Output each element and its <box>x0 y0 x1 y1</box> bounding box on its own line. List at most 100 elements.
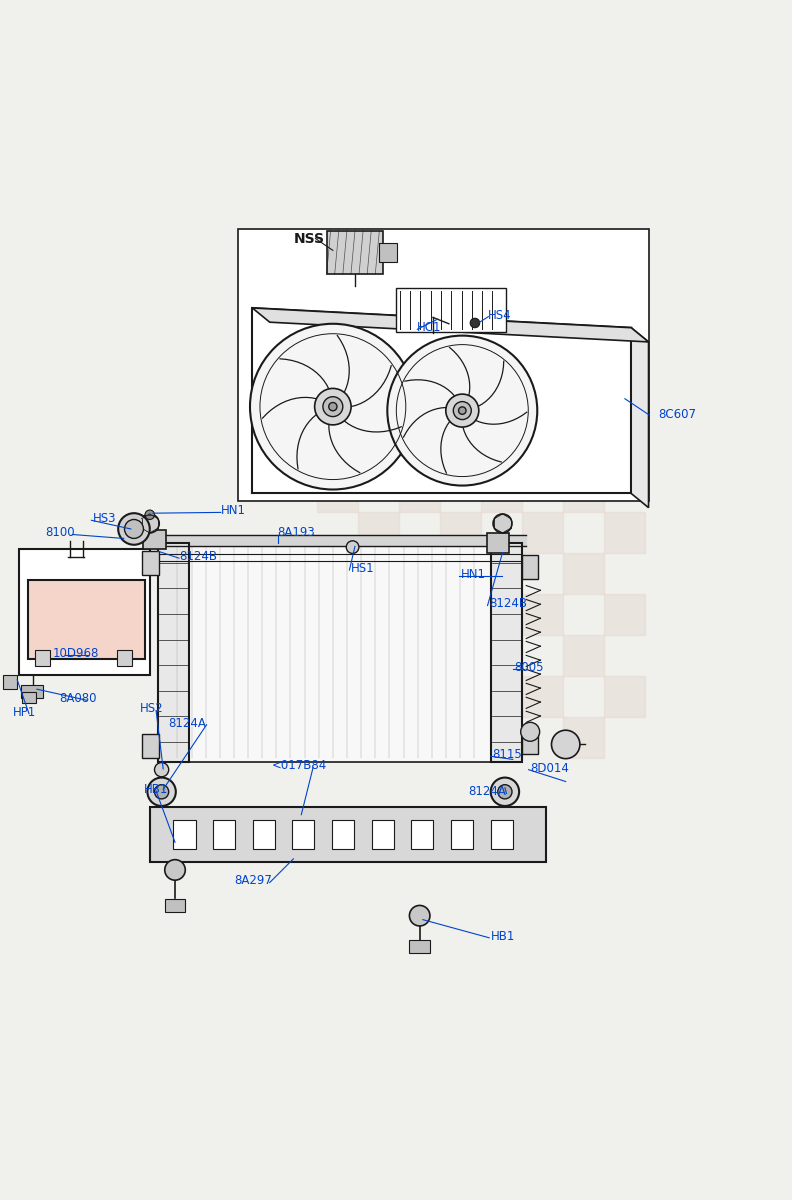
Text: HB1: HB1 <box>143 782 168 796</box>
Bar <box>482 470 522 511</box>
Bar <box>175 544 491 762</box>
Text: NSS: NSS <box>293 232 325 246</box>
Bar <box>3 674 17 689</box>
Circle shape <box>520 722 539 742</box>
Circle shape <box>165 859 185 880</box>
Bar <box>358 594 399 635</box>
Bar <box>117 649 131 666</box>
Bar <box>563 553 604 594</box>
Bar <box>358 676 399 716</box>
Bar <box>399 470 440 511</box>
Bar <box>604 511 645 553</box>
Text: 10D968: 10D968 <box>53 647 99 660</box>
Bar <box>317 716 358 758</box>
Bar <box>522 511 563 553</box>
Circle shape <box>323 397 343 416</box>
Text: 8100: 8100 <box>45 527 74 540</box>
Polygon shape <box>631 328 649 508</box>
Text: HS1: HS1 <box>351 562 375 575</box>
Text: HN1: HN1 <box>221 504 246 517</box>
Bar <box>326 232 383 275</box>
Circle shape <box>145 510 154 520</box>
Text: 8C607: 8C607 <box>658 408 696 421</box>
Text: 8A193: 8A193 <box>278 527 315 540</box>
Bar <box>522 430 563 470</box>
Bar <box>22 691 36 703</box>
Circle shape <box>154 762 169 776</box>
Circle shape <box>551 731 580 758</box>
Bar <box>332 820 354 848</box>
Bar <box>379 244 397 263</box>
Bar <box>451 820 473 848</box>
Text: HP1: HP1 <box>13 706 36 719</box>
Bar <box>482 716 522 758</box>
Circle shape <box>387 336 537 486</box>
Bar <box>522 556 538 578</box>
Bar <box>409 940 430 953</box>
Text: p  a  r  t  s: p a r t s <box>317 593 475 623</box>
Text: 8005: 8005 <box>514 660 544 673</box>
Text: scuderia: scuderia <box>306 551 486 593</box>
Bar <box>490 820 512 848</box>
Bar <box>36 649 50 666</box>
Circle shape <box>446 394 479 427</box>
Bar <box>399 716 440 758</box>
Bar <box>21 685 44 698</box>
Bar <box>563 635 604 676</box>
Bar <box>487 533 508 553</box>
Bar <box>604 430 645 470</box>
Bar <box>158 544 189 762</box>
Bar <box>411 820 433 848</box>
Bar <box>440 430 482 470</box>
Bar <box>358 430 399 470</box>
Bar <box>522 676 563 716</box>
Bar <box>522 594 563 635</box>
Bar <box>358 511 399 553</box>
Text: 8124A: 8124A <box>168 716 206 730</box>
Bar <box>143 529 166 550</box>
Bar <box>142 734 159 758</box>
Bar <box>482 553 522 594</box>
Circle shape <box>459 407 466 414</box>
Bar <box>165 899 185 912</box>
Text: HS4: HS4 <box>489 308 512 322</box>
Text: HN1: HN1 <box>461 569 485 581</box>
Bar <box>150 806 546 862</box>
Bar <box>173 820 196 848</box>
Text: 8124B: 8124B <box>489 598 527 611</box>
Bar <box>317 553 358 594</box>
Circle shape <box>147 778 176 806</box>
Circle shape <box>250 324 416 490</box>
Circle shape <box>498 785 512 799</box>
Circle shape <box>140 514 159 533</box>
Text: <017B84: <017B84 <box>272 760 327 773</box>
Text: HS3: HS3 <box>93 512 116 526</box>
Bar <box>522 731 538 754</box>
Bar <box>238 229 649 502</box>
Text: 8A080: 8A080 <box>59 692 97 706</box>
Bar <box>399 553 440 594</box>
Text: HS2: HS2 <box>139 702 163 715</box>
Bar <box>563 470 604 511</box>
Bar <box>604 676 645 716</box>
Circle shape <box>491 778 519 806</box>
Bar <box>440 676 482 716</box>
Bar <box>491 544 522 762</box>
Circle shape <box>346 541 359 553</box>
Bar <box>440 511 482 553</box>
Bar <box>440 594 482 635</box>
Text: 8115: 8115 <box>493 748 522 761</box>
Polygon shape <box>253 308 649 342</box>
Bar <box>213 820 235 848</box>
Bar <box>29 581 145 659</box>
Text: HB1: HB1 <box>491 930 515 943</box>
Bar <box>371 820 394 848</box>
Text: 8124A: 8124A <box>469 785 506 798</box>
Bar <box>317 470 358 511</box>
Text: 8D014: 8D014 <box>530 762 569 775</box>
Circle shape <box>493 514 512 533</box>
Text: HC1: HC1 <box>417 322 442 335</box>
Bar <box>396 288 507 331</box>
Bar <box>142 551 159 575</box>
Text: 8124B: 8124B <box>179 550 217 563</box>
